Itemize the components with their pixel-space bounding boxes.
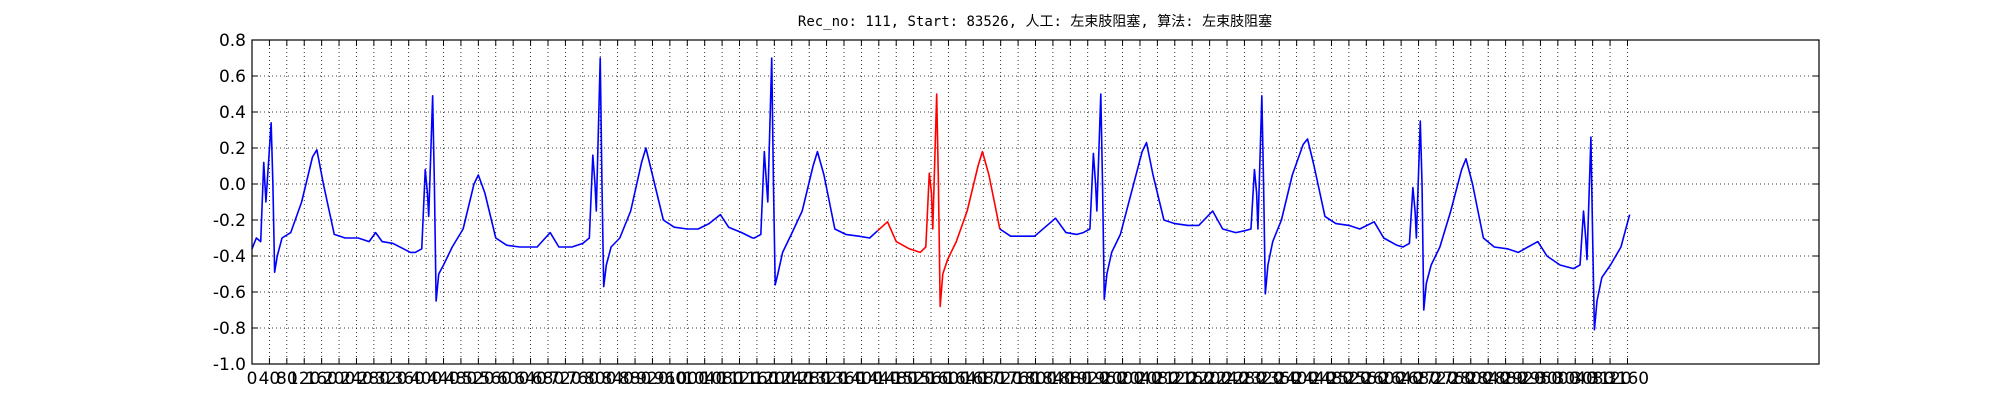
x-tick-label: 1200 xyxy=(753,369,796,389)
x-tick-label: 560 xyxy=(480,369,512,389)
x-tick-label: 920 xyxy=(636,369,668,389)
x-tick-label: 3040 xyxy=(1554,369,1597,389)
x-tick-label: 1400 xyxy=(840,369,883,389)
x-tick-label: 840 xyxy=(601,369,633,389)
x-tick-label: 200 xyxy=(323,369,355,389)
x-tick-label: 1960 xyxy=(1084,369,1127,389)
x-tick-label: 3080 xyxy=(1571,369,1614,389)
x-tick-label: 2840 xyxy=(1467,369,1510,389)
x-tick-label: 2320 xyxy=(1240,369,1283,389)
x-tick-label: 800 xyxy=(584,369,616,389)
plot-frame xyxy=(251,39,1820,365)
x-tick-label: 760 xyxy=(567,369,599,389)
x-tick-label: 640 xyxy=(514,369,546,389)
x-tick-label: 2160 xyxy=(1171,369,1214,389)
x-tick-label: 2400 xyxy=(1275,369,1318,389)
x-tick-label: 2760 xyxy=(1432,369,1475,389)
x-tick-label: 2440 xyxy=(1292,369,1335,389)
x-tick-label: 2200 xyxy=(1188,369,1231,389)
x-tick-label: 1240 xyxy=(770,369,813,389)
x-tick-label: 3000 xyxy=(1536,369,1579,389)
y-tick-label: 0.6 xyxy=(219,67,246,87)
y-tick-label: 0.2 xyxy=(219,139,246,159)
x-tick-label: 120 xyxy=(288,369,320,389)
x-tick-label: 2600 xyxy=(1362,369,1405,389)
x-tick-label: 400 xyxy=(410,369,442,389)
x-tick-label: 2480 xyxy=(1310,369,1353,389)
x-tick-label: 360 xyxy=(392,369,424,389)
x-tick-label: 960 xyxy=(654,369,686,389)
x-tick-label: 0 xyxy=(247,369,258,389)
x-tick-label: 1920 xyxy=(1066,369,1109,389)
x-tick-label: 240 xyxy=(340,369,372,389)
x-tick-label: 2520 xyxy=(1327,369,1370,389)
x-tick-label: 2240 xyxy=(1205,369,1248,389)
chart-title: Rec_no: 111, Start: 83526, 人工: 左束肢阻塞, 算法… xyxy=(798,13,1272,30)
x-tick-label: 2120 xyxy=(1153,369,1196,389)
x-tick-label: 1160 xyxy=(735,369,778,389)
x-tick-label: 3160 xyxy=(1606,369,1649,389)
x-tick-label: 2000 xyxy=(1101,369,1144,389)
x-tick-label: 2040 xyxy=(1118,369,1161,389)
x-tick-label: 1880 xyxy=(1049,369,1092,389)
y-tick-label: -1.0 xyxy=(213,355,246,375)
x-tick-label: 720 xyxy=(549,369,581,389)
x-tick-label: 520 xyxy=(462,369,494,389)
x-tick-label: 2920 xyxy=(1501,369,1544,389)
y-tick-label: -0.8 xyxy=(213,319,246,339)
x-tick-label: 1600 xyxy=(927,369,970,389)
x-tick-label: 2560 xyxy=(1345,369,1388,389)
x-tick-label: 2680 xyxy=(1397,369,1440,389)
x-tick-label: 1720 xyxy=(979,369,1022,389)
x-tick-label: 600 xyxy=(497,369,529,389)
x-tick-label: 3120 xyxy=(1588,369,1631,389)
x-tick-label: 1280 xyxy=(788,369,831,389)
x-tick-label: 2960 xyxy=(1519,369,1562,389)
x-tick-label: 2720 xyxy=(1414,369,1457,389)
x-tick-label: 1360 xyxy=(822,369,865,389)
ecg-line xyxy=(251,57,1631,331)
x-tick-label: 1560 xyxy=(909,369,952,389)
x-tick-label: 1480 xyxy=(875,369,918,389)
x-tick-label: 1000 xyxy=(666,369,709,389)
x-tick-label: 160 xyxy=(305,369,337,389)
y-tick-label: -0.4 xyxy=(213,247,246,267)
x-tick-label: 2880 xyxy=(1484,369,1527,389)
x-tick-label: 2360 xyxy=(1258,369,1301,389)
x-tick-label: 1120 xyxy=(718,369,761,389)
x-tick-label: 1840 xyxy=(1031,369,1074,389)
x-tick-label: 2640 xyxy=(1380,369,1423,389)
y-tick-label: -0.6 xyxy=(213,283,246,303)
x-tick-label: 480 xyxy=(445,369,477,389)
x-tick-label: 1440 xyxy=(857,369,900,389)
x-tick-label: 1520 xyxy=(892,369,935,389)
x-tick-label: 1760 xyxy=(996,369,1039,389)
y-tick-label: 0.4 xyxy=(219,103,246,123)
x-tick-label: 320 xyxy=(375,369,407,389)
x-tick-label: 280 xyxy=(358,369,390,389)
x-tick-label: 880 xyxy=(619,369,651,389)
x-tick-label: 1040 xyxy=(683,369,726,389)
y-tick-label: 0.0 xyxy=(219,175,246,195)
x-tick-label: 2800 xyxy=(1449,369,1492,389)
x-tick-label: 1800 xyxy=(1014,369,1057,389)
x-tick-label: 80 xyxy=(276,369,298,389)
ecg-line xyxy=(876,93,1001,308)
y-tick-label: -0.2 xyxy=(213,211,246,231)
x-tick-label: 680 xyxy=(532,369,564,389)
x-tick-label: 2280 xyxy=(1223,369,1266,389)
x-tick-label: 1640 xyxy=(944,369,987,389)
x-tick-label: 40 xyxy=(259,369,281,389)
x-tick-label: 440 xyxy=(427,369,459,389)
x-tick-label: 1680 xyxy=(962,369,1005,389)
x-tick-label: 2080 xyxy=(1136,369,1179,389)
x-tick-label: 1080 xyxy=(700,369,743,389)
x-tick-label: 1320 xyxy=(805,369,848,389)
y-tick-label: 0.8 xyxy=(219,31,246,51)
